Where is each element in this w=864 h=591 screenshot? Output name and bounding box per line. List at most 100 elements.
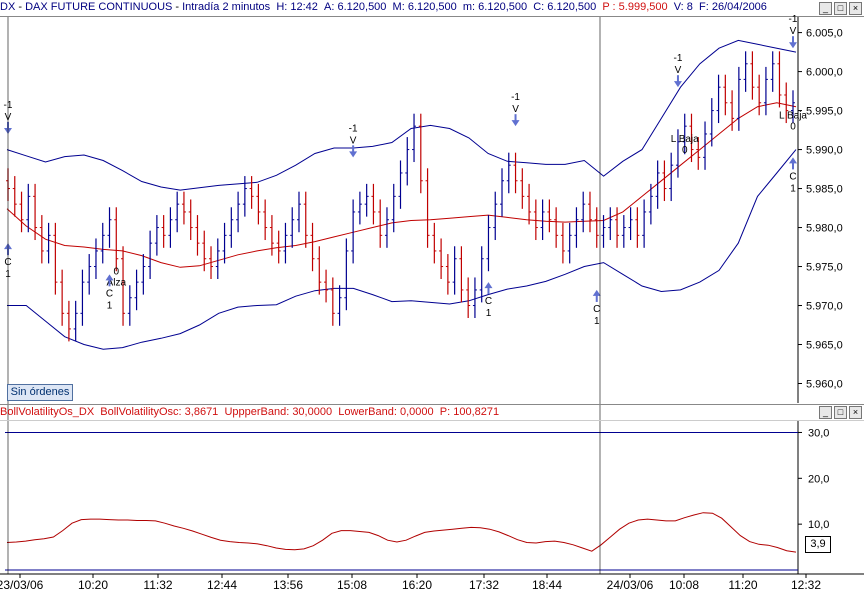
sell-arrow-icon <box>349 151 358 158</box>
osc-window-controls: _ □ × <box>819 406 862 419</box>
osc-close-icon[interactable]: × <box>849 406 862 419</box>
close: C: 6.120,500 <box>533 1 597 13</box>
maximize-icon[interactable]: □ <box>834 2 847 15</box>
chart-header: DX - DAX FUTURE CONTINUOUS - Intradía 2 … <box>0 0 864 17</box>
buy-signal: C1 <box>484 282 493 319</box>
time-tick-label: 10:20 <box>78 578 108 591</box>
time-tick-label: 13:56 <box>273 578 303 591</box>
osc-upper: UppperBand: 30,0000 <box>224 406 333 418</box>
price-tick-label: 5.965,0 <box>806 340 843 352</box>
signal-text: C <box>789 171 796 182</box>
time-tick-label: 12:32 <box>791 578 821 591</box>
signal-text: L Baja <box>671 134 699 145</box>
time-tick-label: 11:20 <box>728 578 757 591</box>
price-tick-label: 5.975,0 <box>806 262 843 274</box>
osc-name: BollVolatilityOsc: <box>100 406 182 418</box>
signal-text: 0 <box>113 266 119 277</box>
price-tick-label: 5.980,0 <box>806 223 843 235</box>
osc-p: P: 100,8271 <box>439 406 500 418</box>
time-tick-label: 11:32 <box>143 578 172 591</box>
sell-arrow-icon <box>673 81 682 88</box>
signal-text: V <box>350 135 357 146</box>
lower-band-line <box>7 149 797 350</box>
last-price: P : 5.999,500 <box>602 1 668 13</box>
buy-signal: C1 <box>789 157 797 194</box>
volume: V: 8 <box>673 1 693 13</box>
signal-text: -1 <box>349 123 358 134</box>
price-tick-label: 5.985,0 <box>806 184 843 196</box>
osc-lower: LowerBand: 0,0000 <box>338 406 434 418</box>
price-panel <box>5 17 798 403</box>
signal-text: V <box>790 26 797 37</box>
sell-arrow-icon <box>511 120 520 127</box>
price-bars <box>6 51 795 342</box>
signal-text: V <box>512 104 519 115</box>
osc-last-value: 3,9 <box>805 536 831 553</box>
buy-signal: C1 <box>592 289 601 327</box>
time-tick-label: 10:08 <box>669 578 699 591</box>
signal-text: 1 <box>594 316 600 327</box>
osc-tick-label: 30,0 <box>808 427 829 439</box>
time-tick-label: 24/03/06 <box>607 578 654 591</box>
price-tick-label: 6.000,0 <box>806 67 843 79</box>
osc-tick-label: 10,0 <box>808 519 829 531</box>
window-controls: _ □ × <box>819 2 862 15</box>
osc-maximize-icon[interactable]: □ <box>834 406 847 419</box>
signal-text: C <box>593 304 600 315</box>
price-tick-label: 5.970,0 <box>806 301 843 313</box>
high: M: 6.120,500 <box>392 1 457 13</box>
sell-signal: -1V <box>789 14 798 49</box>
osc-minimize-icon[interactable]: _ <box>819 406 832 419</box>
signal-text: Alza <box>107 277 127 288</box>
signal-text: C <box>485 296 492 307</box>
osc-value: 3,8671 <box>184 406 219 418</box>
time-tick-label: 12:44 <box>207 578 237 591</box>
buy-arrow-icon <box>105 274 114 281</box>
time-tick-label: 17:32 <box>469 578 499 591</box>
signal-text: 1 <box>107 300 113 311</box>
period: Intradía 2 minutos <box>182 1 271 13</box>
buy-arrow-icon <box>789 157 797 164</box>
time-tick-label: 16:20 <box>402 578 432 591</box>
signal-text: L Baja <box>779 110 807 121</box>
price-tick-label: 5.990,0 <box>806 145 843 157</box>
close-icon[interactable]: × <box>849 2 862 15</box>
sell-signal: -1V <box>349 123 358 158</box>
buy-signal: C1 <box>105 274 114 311</box>
signal-text: -1 <box>674 53 683 64</box>
osc-tick-label: 20,0 <box>808 473 829 485</box>
buy-arrow-icon <box>484 282 493 289</box>
oscillator-header: BollVolatilityOs_DX BollVolatilityOsc: 3… <box>0 404 864 421</box>
instrument-name: DAX FUTURE CONTINUOUS <box>25 1 173 13</box>
signal-text: C <box>106 288 113 299</box>
signal-text: V <box>675 65 682 76</box>
sell-signal: -1V <box>673 53 683 88</box>
price-tick-label: 6.005,0 <box>806 28 843 40</box>
minimize-icon[interactable]: _ <box>819 2 832 15</box>
signal-text: 0 <box>682 145 688 156</box>
signal-text: 1 <box>790 183 796 194</box>
time-tick-label: 23/03/06 <box>0 578 44 591</box>
signal-text: -1 <box>511 92 520 103</box>
signal-text: -1 <box>789 14 798 25</box>
open: A: 6.120,500 <box>324 1 387 13</box>
sell-arrow-icon <box>789 42 797 49</box>
oscillator-line <box>6 512 797 553</box>
signal-text: 0 <box>790 121 796 132</box>
osc-title: BollVolatilityOs_DX <box>0 406 95 418</box>
hour: H: 12:42 <box>276 1 318 13</box>
sell-signal: -1V <box>511 92 520 127</box>
price-tick-label: 5.960,0 <box>806 379 843 391</box>
upper-band-line <box>6 39 797 191</box>
time-tick-label: 15:08 <box>337 578 367 591</box>
symbol: DX <box>0 1 16 13</box>
price-tick-label: 5.995,0 <box>806 106 843 118</box>
orders-button[interactable]: Sin órdenes <box>7 384 73 401</box>
low: m: 6.120,500 <box>462 1 528 13</box>
time-tick-label: 18:44 <box>532 578 562 591</box>
